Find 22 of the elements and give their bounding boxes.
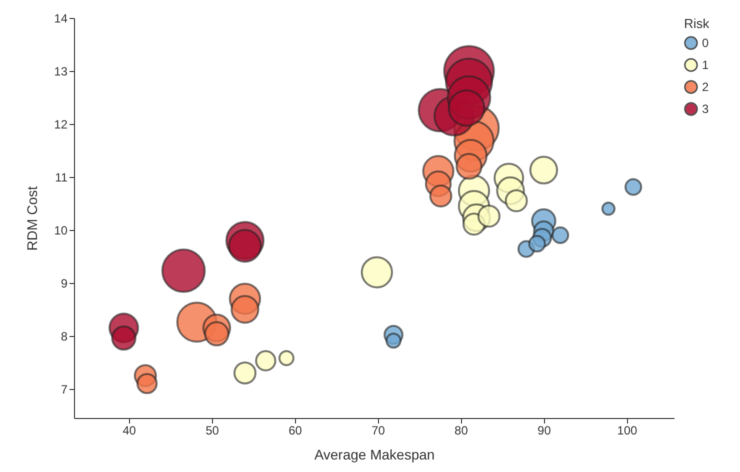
x-tick-label: 80 [454,424,468,438]
x-axis-title: Average Makespan [314,446,435,462]
legend-title: Risk [684,16,710,31]
y-tick-label: 14 [54,12,68,26]
x-tick-label: 100 [617,424,638,438]
legend-label: 3 [702,102,709,116]
legend-label: 0 [702,36,709,50]
y-tick-label: 8 [60,329,68,344]
y-tick-label: 9 [60,276,68,290]
x-tick-label: 90 [538,424,552,438]
y-tick-label: 13 [54,64,68,78]
x-tick-label: 60 [288,424,302,438]
x-tick-label: 50 [206,424,220,438]
y-tick-label: 7 [60,382,68,396]
y-tick-label: 10 [54,223,68,238]
y-tick-label: 12 [54,117,68,132]
y-tick-label: 11 [55,170,68,184]
y-axis-title: RDM Cost [24,186,40,251]
legend-label: 1 [702,58,709,72]
x-tick-label: 70 [372,424,386,438]
x-tick-label: 40 [122,424,136,438]
legend-label: 2 [702,80,709,94]
